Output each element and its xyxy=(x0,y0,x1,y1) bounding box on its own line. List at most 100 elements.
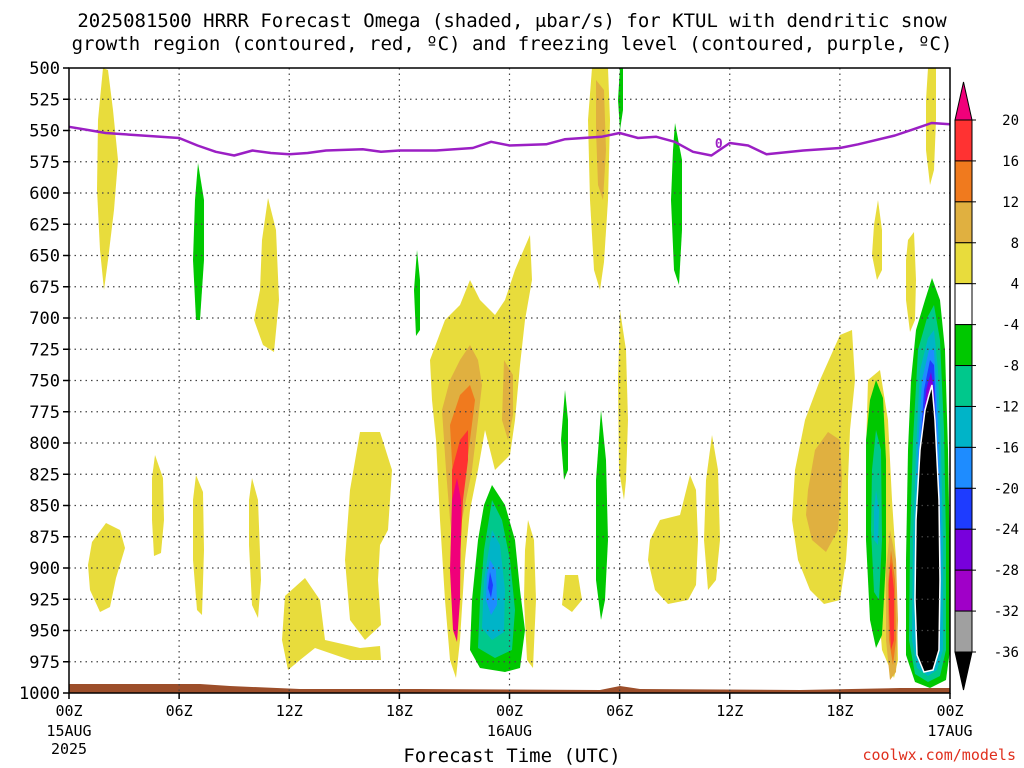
omega-feature xyxy=(97,68,118,290)
omega-feature xyxy=(414,250,420,336)
omega-feature xyxy=(618,310,628,500)
colorbar-label: -20 xyxy=(994,481,1019,497)
omega-feature xyxy=(874,490,879,545)
colorbar-swatch xyxy=(954,528,973,571)
chart-title-line-1: 2025081500 HRRR Forecast Omega (shaded, … xyxy=(77,10,947,32)
omega-feature xyxy=(249,478,261,618)
y-tick-label: 550 xyxy=(29,122,60,142)
omega-feature xyxy=(282,578,381,670)
colorbar-label: -12 xyxy=(994,399,1019,415)
y-tick-label: 875 xyxy=(29,528,60,548)
omega-feature xyxy=(193,475,204,615)
omega-feature xyxy=(914,384,941,673)
colorbar-swatch xyxy=(954,405,973,448)
x-tick-label: 06Z xyxy=(606,702,633,720)
colorbar-swatch xyxy=(954,651,973,691)
freezing-level-contour: 0 xyxy=(68,121,951,157)
colorbar-swatch xyxy=(954,365,973,407)
y-tick-label: 850 xyxy=(29,497,60,517)
freezing-level-line xyxy=(68,121,951,157)
x-tick-label: 12Z xyxy=(276,702,303,720)
colorbar-swatch xyxy=(954,160,973,203)
y-tick-label: 650 xyxy=(29,247,60,267)
y-tick-label: 950 xyxy=(29,622,60,642)
y-tick-label: 775 xyxy=(29,403,60,423)
x-axis-title: Forecast Time (UTC) xyxy=(403,745,621,767)
omega-feature xyxy=(345,432,392,640)
y-tick-label: 900 xyxy=(29,559,60,579)
credit-text: coolwx.com/models xyxy=(862,746,1016,764)
x-tick-label: 12Z xyxy=(716,702,743,720)
omega-feature xyxy=(648,475,698,604)
omega-feature xyxy=(806,432,842,552)
colorbar-swatch xyxy=(954,242,973,285)
y-tick-label: 725 xyxy=(29,340,60,360)
colorbar-swatch xyxy=(954,283,973,326)
y-tick-label: 675 xyxy=(29,278,60,298)
y-tick-label: 575 xyxy=(29,153,60,173)
colorbar-swatch xyxy=(954,324,973,367)
colorbar-label: -24 xyxy=(994,522,1019,538)
omega-feature xyxy=(488,572,493,598)
omega-feature xyxy=(193,163,204,320)
y-tick-label: 925 xyxy=(29,590,60,610)
colorbar-label: 16 xyxy=(1002,154,1019,170)
omega-feature xyxy=(450,478,461,642)
x-tick-label: 18Z xyxy=(826,702,853,720)
colorbar-label: 20 xyxy=(1002,113,1019,129)
colorbar-swatch xyxy=(954,446,973,489)
colorbar-swatch xyxy=(954,569,973,612)
chart-title-line-2: growth region (contoured, red, ºC) and f… xyxy=(71,33,953,55)
omega-feature xyxy=(596,410,608,620)
colorbar-swatch xyxy=(954,610,973,653)
x-tick-year-label: 2025 xyxy=(51,740,87,758)
omega-feature xyxy=(254,198,279,352)
y-axis: 500 525 550 575 600 625 650 675 700 725 750 775 800 8… xyxy=(19,59,69,704)
y-tick-label: 600 xyxy=(29,184,60,204)
colorbar-label: -36 xyxy=(994,645,1019,661)
grid-lines xyxy=(69,68,950,693)
x-tick-label: 00Z xyxy=(55,702,82,720)
x-tick-date-label: 16AUG xyxy=(487,722,532,740)
y-tick-label: 500 xyxy=(29,59,60,79)
colorbar-label: -32 xyxy=(994,604,1019,620)
y-tick-label: 800 xyxy=(29,434,60,454)
colorbar-swatch xyxy=(954,81,973,121)
x-tick-label: 06Z xyxy=(166,702,193,720)
y-tick-label: 750 xyxy=(29,372,60,392)
colorbar-label: 12 xyxy=(1002,195,1019,211)
omega-feature xyxy=(596,80,606,200)
omega-feature xyxy=(872,200,882,280)
y-tick-label: 525 xyxy=(29,90,60,110)
omega-feature xyxy=(915,385,940,672)
x-tick-date-label: 17AUG xyxy=(927,722,972,740)
freezing-level-label: 0 xyxy=(715,137,723,152)
x-tick-label: 18Z xyxy=(386,702,413,720)
colorbar-label: -28 xyxy=(994,563,1019,579)
colorbar-label: 4 xyxy=(1011,277,1019,293)
y-tick-label: 975 xyxy=(29,653,60,673)
omega-feature xyxy=(906,232,916,332)
omega-feature xyxy=(562,575,582,612)
y-tick-label: 700 xyxy=(29,309,60,329)
omega-feature xyxy=(889,562,894,650)
colorbar-swatch xyxy=(954,487,973,530)
colorbar-swatch xyxy=(954,201,973,244)
y-tick-label: 625 xyxy=(29,215,60,235)
omega-feature xyxy=(88,523,125,612)
omega-shading xyxy=(88,68,950,688)
colorbar-label: -16 xyxy=(994,440,1019,456)
x-tick-date-label: 15AUG xyxy=(46,722,91,740)
y-tick-label: 825 xyxy=(29,465,60,485)
colorbar: 20 16 12 8 4 -4 -8 -12 -16 -20 -24 -28 -32 -36 xyxy=(954,81,1019,691)
x-tick-label: 00Z xyxy=(496,702,523,720)
x-tick-label: 00Z xyxy=(936,702,963,720)
omega-feature xyxy=(561,390,568,480)
colorbar-label: -4 xyxy=(1002,318,1019,334)
omega-feature xyxy=(671,123,682,285)
colorbar-label: -8 xyxy=(1002,359,1019,375)
omega-feature xyxy=(926,68,936,185)
colorbar-label: 8 xyxy=(1011,236,1019,252)
